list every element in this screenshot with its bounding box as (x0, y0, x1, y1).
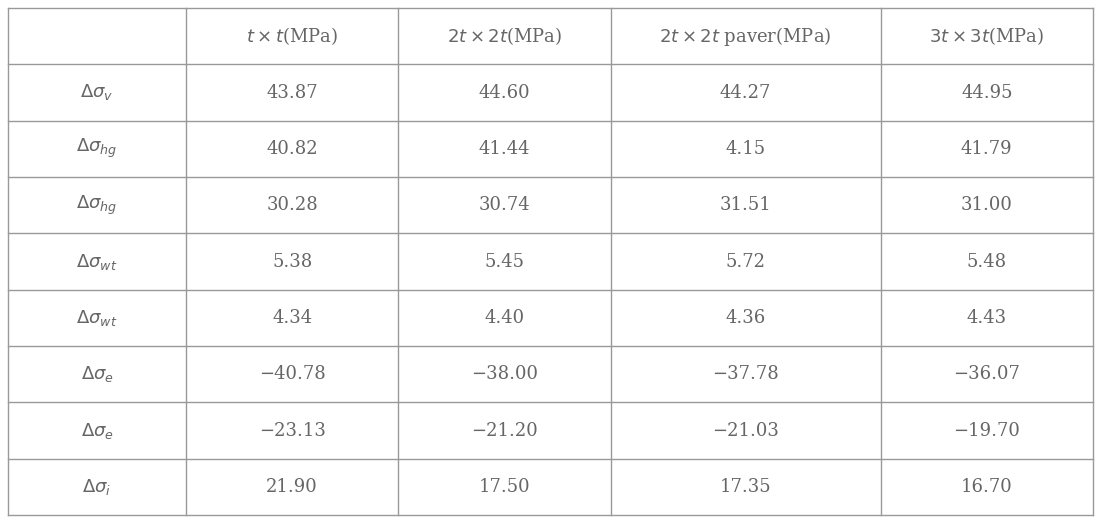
Text: 44.95: 44.95 (961, 84, 1013, 101)
Text: 43.87: 43.87 (266, 84, 318, 101)
Text: $t \times t$(MPa): $t \times t$(MPa) (247, 25, 338, 47)
Text: −36.07: −36.07 (953, 365, 1021, 383)
Text: 4.43: 4.43 (967, 309, 1006, 327)
Text: 31.51: 31.51 (720, 196, 772, 214)
Text: −21.20: −21.20 (471, 422, 538, 439)
Text: $\Delta\sigma_{hg}$: $\Delta\sigma_{hg}$ (76, 137, 118, 161)
Text: 44.60: 44.60 (479, 84, 531, 101)
Text: 5.45: 5.45 (484, 253, 524, 270)
Text: 4.36: 4.36 (726, 309, 766, 327)
Text: $2t \times 2t$(MPa): $2t \times 2t$(MPa) (447, 25, 563, 47)
Text: $\Delta\sigma_{wt}$: $\Delta\sigma_{wt}$ (76, 308, 118, 328)
Text: 5.38: 5.38 (272, 253, 313, 270)
Text: 16.70: 16.70 (961, 478, 1013, 496)
Text: 31.00: 31.00 (961, 196, 1013, 214)
Text: $\Delta\sigma_{i}$: $\Delta\sigma_{i}$ (83, 477, 111, 497)
Text: 17.50: 17.50 (479, 478, 531, 496)
Text: $\Delta\sigma_{e}$: $\Delta\sigma_{e}$ (80, 420, 113, 440)
Text: −23.13: −23.13 (259, 422, 326, 439)
Text: 5.48: 5.48 (967, 253, 1006, 270)
Text: 40.82: 40.82 (266, 140, 318, 158)
Text: $\Delta\sigma_{e}$: $\Delta\sigma_{e}$ (80, 364, 113, 384)
Text: 4.15: 4.15 (726, 140, 766, 158)
Text: 30.28: 30.28 (266, 196, 318, 214)
Text: $\Delta\sigma_{hg}$: $\Delta\sigma_{hg}$ (76, 194, 118, 217)
Text: −21.03: −21.03 (712, 422, 780, 439)
Text: 21.90: 21.90 (266, 478, 318, 496)
Text: 41.79: 41.79 (961, 140, 1013, 158)
Text: 4.40: 4.40 (484, 309, 525, 327)
Text: $3t \times 3t$(MPa): $3t \times 3t$(MPa) (929, 25, 1045, 47)
Text: −37.78: −37.78 (712, 365, 780, 383)
Text: 17.35: 17.35 (720, 478, 772, 496)
Text: 5.72: 5.72 (726, 253, 765, 270)
Text: 30.74: 30.74 (479, 196, 531, 214)
Text: 44.27: 44.27 (720, 84, 772, 101)
Text: $2t \times 2t$ paver(MPa): $2t \times 2t$ paver(MPa) (659, 25, 832, 48)
Text: $\Delta\sigma_{wt}$: $\Delta\sigma_{wt}$ (76, 252, 118, 271)
Text: 4.34: 4.34 (272, 309, 313, 327)
Text: 41.44: 41.44 (479, 140, 531, 158)
Text: −19.70: −19.70 (953, 422, 1021, 439)
Text: $\Delta\sigma_{v}$: $\Delta\sigma_{v}$ (80, 83, 113, 103)
Text: −38.00: −38.00 (471, 365, 538, 383)
Text: −40.78: −40.78 (259, 365, 326, 383)
